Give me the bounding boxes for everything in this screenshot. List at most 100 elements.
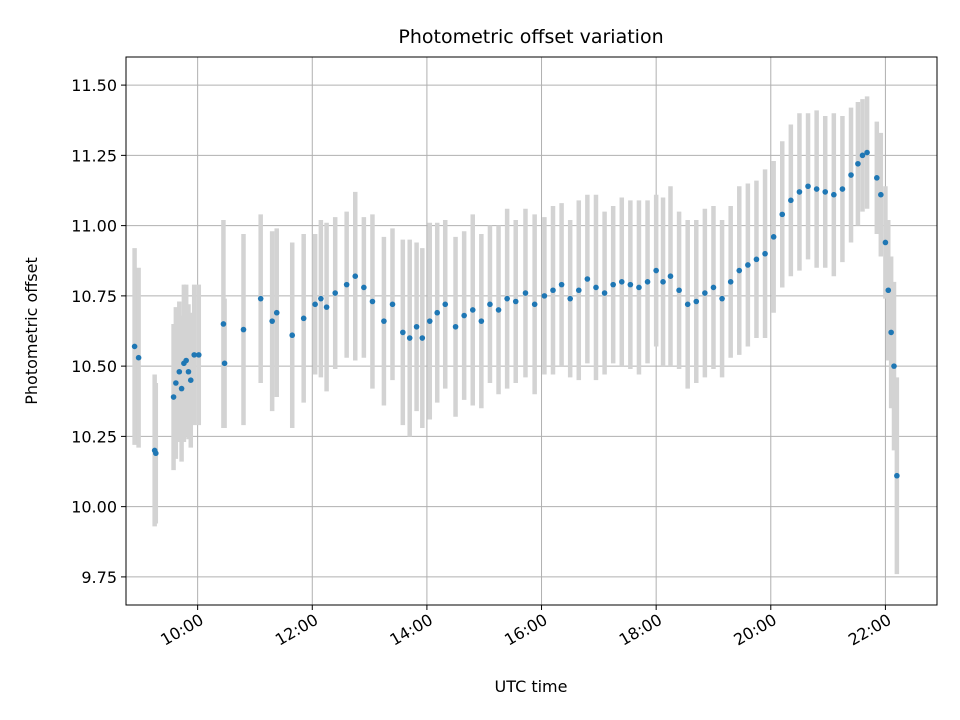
data-point (753, 256, 760, 263)
data-point (575, 287, 582, 294)
data-point (779, 211, 786, 218)
data-point (187, 377, 194, 383)
data-point (352, 273, 359, 280)
data-point (178, 385, 185, 392)
data-point (627, 281, 634, 288)
data-point (361, 284, 367, 291)
data-point (419, 335, 426, 341)
data-point (323, 304, 330, 310)
data-point (434, 309, 441, 316)
data-point (660, 279, 666, 285)
data-point (531, 301, 538, 308)
data-point (369, 298, 376, 305)
plot-frame (125, 56, 938, 606)
data-point (822, 189, 829, 195)
data-point (442, 301, 449, 308)
data-point (805, 183, 811, 190)
data-point (195, 352, 202, 358)
data-point (558, 281, 565, 288)
x-tick-label: 22:00 (845, 610, 894, 650)
x-tick-label: 18:00 (616, 610, 665, 650)
data-point (864, 149, 870, 156)
data-point (522, 290, 529, 296)
y-tick-label: 10.75 (71, 287, 117, 306)
data-point (173, 380, 179, 386)
data-point (400, 329, 406, 336)
data-point (406, 335, 413, 341)
x-tick-label: 16:00 (501, 610, 550, 650)
data-point (667, 273, 674, 280)
data-point (461, 312, 467, 319)
data-point (478, 318, 485, 324)
data-point (452, 323, 459, 330)
data-point (153, 450, 159, 457)
data-point (762, 250, 768, 257)
x-tick-label: 12:00 (272, 610, 321, 650)
data-point (644, 279, 651, 285)
x-tick-label: 14:00 (386, 610, 435, 650)
data-point (176, 368, 183, 375)
error-bars (132, 96, 900, 575)
data-point (684, 301, 691, 308)
data-point (618, 279, 625, 285)
data-point (131, 343, 138, 350)
data-point (221, 360, 228, 367)
data-point (878, 191, 884, 198)
data-point (312, 301, 318, 308)
data-point (745, 262, 751, 268)
data-point (727, 279, 734, 285)
data-point (567, 295, 573, 302)
x-tick-label: 10:00 (157, 610, 206, 650)
data-point (882, 239, 889, 246)
data-point (676, 287, 682, 294)
data-point (736, 267, 743, 274)
data-point (693, 298, 700, 305)
data-point (855, 160, 861, 167)
data-point (343, 281, 350, 288)
data-point (584, 276, 591, 282)
data-point (191, 352, 198, 358)
data-points (131, 149, 900, 479)
data-point (135, 354, 142, 361)
data-point (848, 172, 854, 178)
data-point (541, 293, 548, 299)
data-point (289, 332, 296, 339)
data-point (891, 363, 897, 369)
data-point (874, 175, 880, 181)
data-point (170, 394, 177, 400)
data-point (300, 315, 307, 322)
data-point (487, 301, 493, 308)
data-point (653, 267, 659, 274)
data-point (593, 284, 599, 291)
data-point (220, 321, 227, 327)
y-tick-label: 11.00 (71, 217, 117, 236)
data-point (888, 329, 894, 336)
y-tick-label: 11.50 (71, 76, 117, 95)
data-point (381, 318, 387, 324)
data-point (601, 290, 608, 296)
data-point (426, 318, 433, 324)
y-tick-label: 10.00 (71, 498, 117, 517)
x-axis-ticks: 10:00 12:00 14:00 16:00 18:00 20:00 22:00 (157, 605, 894, 650)
data-point (550, 287, 556, 294)
data-point (318, 295, 324, 302)
x-tick-label: 20:00 (730, 610, 779, 650)
data-point (269, 318, 275, 324)
data-point (389, 301, 396, 308)
y-axis-title: Photometric offset (22, 257, 41, 405)
data-point (610, 281, 616, 288)
data-point (273, 309, 280, 316)
y-axis-ticks: 9.75 10.00 10.25 10.50 10.75 11.00 11.25 11.50 (71, 76, 126, 587)
chart-title: Photometric offset variation (398, 26, 663, 48)
data-point (240, 326, 247, 333)
data-point (813, 186, 820, 192)
data-point (332, 290, 338, 296)
y-tick-label: 10.50 (71, 357, 117, 376)
y-tick-label: 10.25 (71, 427, 117, 446)
data-point (495, 307, 502, 313)
data-point (702, 290, 708, 296)
data-point (788, 197, 794, 204)
data-point (859, 152, 866, 159)
data-point (512, 298, 519, 305)
